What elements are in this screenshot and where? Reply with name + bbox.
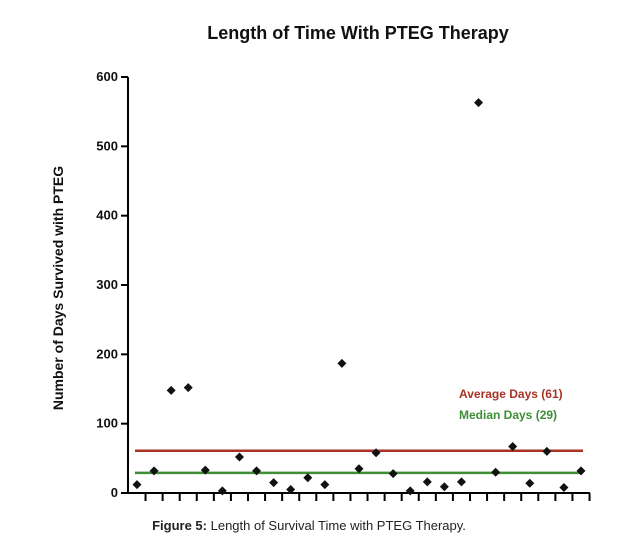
data-point [149,466,159,476]
data-point [542,446,552,456]
data-point [286,485,296,495]
data-point [388,469,398,479]
data-point [132,480,142,490]
data-point [183,383,193,393]
data-point [491,467,501,477]
data-point [217,486,227,496]
y-tick-label-400: 400 [96,208,118,223]
caption-text: Length of Survival Time with PTEG Therap… [210,518,466,533]
data-point [320,480,330,490]
y-axis-label: Number of Days Survived with PTEG [50,166,66,410]
y-tick-label-100: 100 [96,416,118,431]
chart-title: Length of Time With PTEG Therapy [207,23,509,43]
data-point [337,358,347,368]
y-tick-label-0: 0 [111,485,118,500]
data-point [234,452,244,462]
y-tick-label-300: 300 [96,277,118,292]
legend-entry-median: Median Days (29) [459,408,557,422]
data-point [474,98,484,108]
legend-entry-average: Average Days (61) [459,387,563,401]
data-point [508,442,518,452]
caption-prefix: Figure 5: [152,518,207,533]
data-point [525,478,535,488]
data-point [166,385,176,395]
data-point [559,482,569,492]
legend: Average Days (61) Median Days (29) [459,387,563,422]
data-point [576,466,586,476]
axes: 0 100 200 300 400 500 600 [96,69,591,501]
y-tick-label-500: 500 [96,138,118,153]
data-point [303,473,313,483]
data-point [456,477,466,487]
data-point [371,448,381,458]
data-point [269,478,279,488]
data-point [200,465,210,475]
y-tick-label-600: 600 [96,69,118,84]
data-point [422,477,432,487]
data-points [132,98,586,496]
data-point [354,464,364,474]
data-point [252,466,262,476]
y-tick-label-200: 200 [96,346,118,361]
figure-caption: Figure 5: Length of Survival Time with P… [0,518,618,533]
data-point [405,486,415,496]
data-point [439,482,449,492]
